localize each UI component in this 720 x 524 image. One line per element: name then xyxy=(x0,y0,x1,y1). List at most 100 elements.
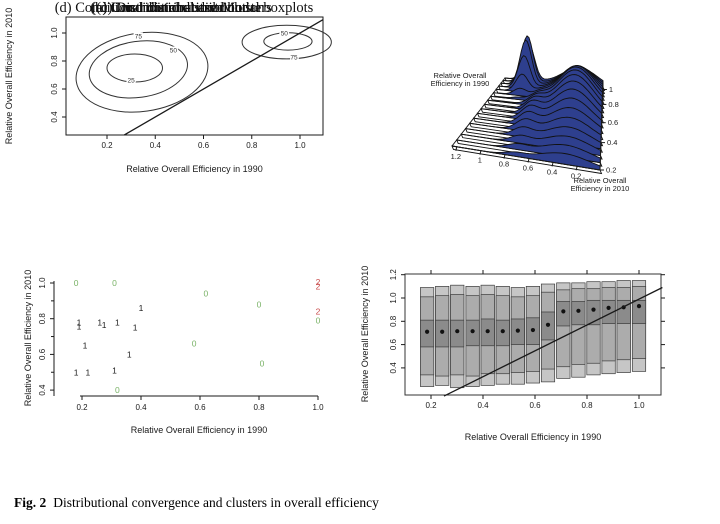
boxplot-inner-band xyxy=(556,301,571,327)
cluster-1-point: 1 xyxy=(86,367,91,377)
boxplot-middle-band xyxy=(586,288,601,364)
x-tick-label: 0.2 xyxy=(76,403,88,412)
x-tick-label: 0.6 xyxy=(529,401,541,410)
panel-c-caption: (c) Distribution-based clusters xyxy=(96,0,272,16)
y-tick-label: 0.6 xyxy=(389,338,398,350)
mode-dot xyxy=(515,328,520,333)
cluster-1-point: 1 xyxy=(115,317,120,327)
y-tick-label: 0.4 xyxy=(607,138,617,147)
y-tick-label: 0.8 xyxy=(389,315,398,327)
unconditional-distribution-contour-chart: 0.2 0.4 0.6 0.8 1.0 0.4 0.6 0.8 1.0 Relative Over… xyxy=(4,8,332,174)
cluster-1-point: 1 xyxy=(133,323,138,333)
x-tick-label: 0.8 xyxy=(246,141,258,150)
cluster-1-point: 1 xyxy=(112,365,117,375)
mode-dot xyxy=(561,309,566,314)
x-tick-label: 1.0 xyxy=(294,141,306,150)
cluster-1-point: 1 xyxy=(77,322,82,332)
x-tick-label: 0.2 xyxy=(101,141,113,150)
cluster-0-point: 0 xyxy=(260,358,265,368)
x-axis-tick xyxy=(503,154,506,159)
x-axis-tick xyxy=(575,166,578,171)
cluster-1-point: 1 xyxy=(74,367,79,377)
y-tick-label: 1.0 xyxy=(38,277,47,289)
x-tick-label: 0.6 xyxy=(523,163,533,172)
x-tick-label: 0.8 xyxy=(253,403,265,412)
panel-a-caption: (a) Unconditional distribution xyxy=(91,0,265,16)
y-tick-label: 1.2 xyxy=(389,269,398,281)
density-ridge-slice xyxy=(460,133,601,156)
y-axis-label: Relative Overall Efficiency in 2010 xyxy=(4,8,14,144)
boxplot-inner-band xyxy=(450,319,465,348)
x-tick-label: 0.2 xyxy=(425,401,437,410)
x-tick-label: 1 xyxy=(478,156,482,165)
y-tick-label: 0.6 xyxy=(608,118,618,127)
x-axis-label: Relative Overall Efficiency in 1990 xyxy=(131,425,267,435)
y-axis-2010 xyxy=(599,86,604,171)
y-axis-label: Relative Overall Efficiency in 2010 xyxy=(23,270,33,406)
cluster-1-point: 1 xyxy=(83,340,88,350)
cluster-0-point: 0 xyxy=(204,289,209,299)
y-tick-label: 1.0 xyxy=(50,27,59,39)
panel-b-caption: (b) Conditional distribution xyxy=(90,0,250,16)
boxplot-inner-band xyxy=(571,301,586,326)
figure-caption-label: Fig. 2 xyxy=(14,495,47,510)
depth-axis-left-edge xyxy=(451,77,506,147)
contour-label: 25 xyxy=(128,78,136,85)
distribution-clusters-scatter-chart: 0.2 0.4 0.6 0.8 1.0 0.4 0.6 0.8 1.0 Relative Over… xyxy=(23,270,324,435)
y-tick-label: 0.4 xyxy=(50,111,59,123)
plot-box xyxy=(65,16,324,136)
x-axis-1990 xyxy=(451,145,601,171)
axis-label-2010-line1: Relative Overall xyxy=(574,176,627,185)
y-tick-label: 0.2 xyxy=(606,166,616,175)
x-axis-tick xyxy=(479,150,482,155)
cluster-1-point: 1 xyxy=(139,303,144,313)
x-tick-label: 0.6 xyxy=(198,141,210,150)
boxplot-inner-band xyxy=(601,299,616,324)
x-axis-label: Relative Overall Efficiency in 1990 xyxy=(465,432,601,442)
y-tick-label: 0.6 xyxy=(50,83,59,95)
cluster-0-point: 0 xyxy=(74,278,79,288)
boxplot-middle-band xyxy=(601,287,616,362)
mode-dot xyxy=(440,329,445,334)
boxplot-inner-band xyxy=(631,299,647,324)
axis-label-1990-line2: Efficiency in 1990 xyxy=(431,79,490,88)
cluster-0-point: 0 xyxy=(192,339,197,349)
x-tick-label: 0.8 xyxy=(581,401,593,410)
x-axis-tick xyxy=(455,146,458,151)
mode-dot xyxy=(636,304,642,309)
y-tick-label: 0.4 xyxy=(389,362,398,374)
mode-dot xyxy=(455,329,460,334)
axis-label-2010-line2: Efficiency in 2010 xyxy=(571,184,630,193)
x-tick-label: 0.6 xyxy=(194,403,206,412)
mode-dot xyxy=(485,329,490,334)
cluster-0-point: 0 xyxy=(112,278,117,288)
x-tick-label: 1.0 xyxy=(312,403,324,412)
x-tick-label: 0.4 xyxy=(547,167,557,176)
boxplot-inner-band xyxy=(586,299,601,326)
x-tick-label: 1.0 xyxy=(633,401,645,410)
cluster-0-point: 0 xyxy=(316,315,321,325)
contour-label: 50 xyxy=(170,48,178,55)
contour-label: 50 xyxy=(281,31,289,38)
mode-dot xyxy=(470,329,475,334)
x-axis-label: Relative Overall Efficiency in 1990 xyxy=(126,164,262,174)
cluster-1-point: 1 xyxy=(77,317,82,327)
mode-dot xyxy=(606,305,611,311)
cluster-0-point: 0 xyxy=(257,299,262,309)
boxplot-inner-band xyxy=(616,299,631,324)
contour-level-50 xyxy=(88,40,188,99)
x-axis-tick xyxy=(527,158,530,163)
axis-label-1990-line1: Relative Overall xyxy=(434,71,487,80)
cluster-2-point: 2 xyxy=(316,307,321,317)
panel-d-caption: (d) Conditional distribution: Modal boxp… xyxy=(54,0,314,16)
mode-dot xyxy=(425,329,430,334)
cluster-1-point: 1 xyxy=(97,317,102,327)
contour-level-25 xyxy=(106,53,163,83)
cluster-2-point: 2 xyxy=(316,282,321,292)
y-axis-label: Relative Overall Efficiency in 2010 xyxy=(360,266,370,402)
x-tick-label: 0.4 xyxy=(135,403,147,412)
y-tick-label: 0.8 xyxy=(38,313,47,325)
cluster-1-point: 1 xyxy=(127,349,132,359)
y-tick-label: 0.8 xyxy=(50,55,59,67)
contour-level-75 xyxy=(75,31,209,113)
